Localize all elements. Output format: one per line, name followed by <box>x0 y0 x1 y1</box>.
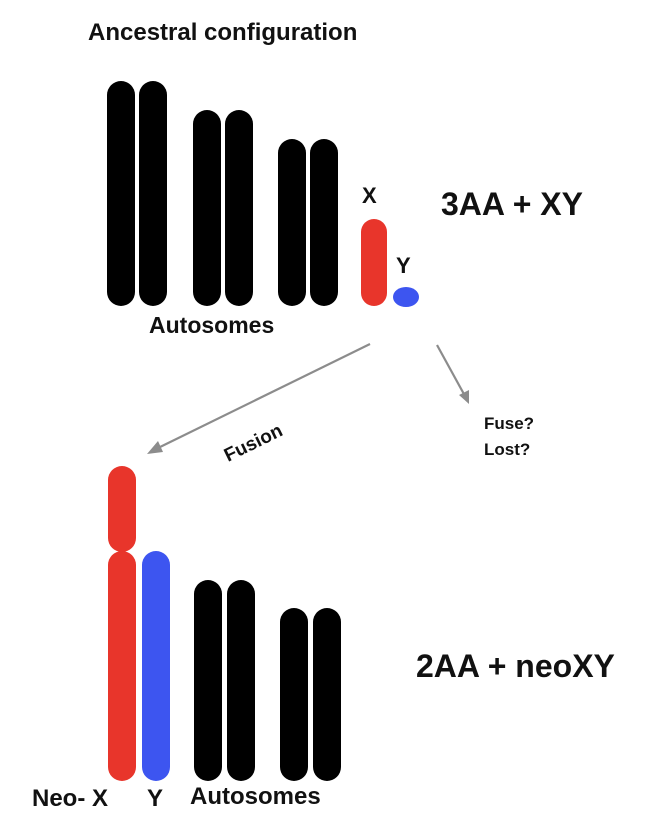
autosome-1b <box>139 81 167 306</box>
x-label: X <box>362 183 377 208</box>
autosome-1a <box>107 81 135 306</box>
derived-autosome-1a <box>194 580 222 781</box>
fate-arrow <box>436 344 469 404</box>
neo-x-short-arm <box>108 466 136 552</box>
lost-question: Lost? <box>484 440 530 459</box>
derived-formula: 2AA + neoXY <box>416 648 615 684</box>
fusion-label: Fusion <box>221 420 286 466</box>
autosome-2a <box>193 110 221 306</box>
ancestral-autosomes <box>107 81 338 306</box>
autosome-2b <box>225 110 253 306</box>
derived-autosomes-label: Autosomes <box>190 783 321 810</box>
ancestral-y-chromosome <box>393 287 419 307</box>
y-label: Y <box>396 253 411 278</box>
neo-y-label: Y <box>147 785 163 812</box>
derived-autosome-2a <box>280 608 308 781</box>
derived-autosome-2b <box>313 608 341 781</box>
ancestral-autosomes-label: Autosomes <box>149 312 274 338</box>
fusion-arrow <box>147 343 371 454</box>
ancestral-formula: 3AA + XY <box>441 186 583 222</box>
derived-autosomes <box>194 580 341 781</box>
autosome-3b <box>310 139 338 306</box>
diagram-title: Ancestral configuration <box>88 19 357 46</box>
autosome-3a <box>278 139 306 306</box>
neo-x-chromosome <box>108 466 136 781</box>
derived-autosome-1b <box>227 580 255 781</box>
neo-x-long-arm <box>108 551 136 781</box>
neo-y-chromosome <box>142 551 170 781</box>
neo-x-label: Neo- X <box>32 785 108 812</box>
ancestral-x-chromosome <box>361 219 387 306</box>
fuse-question: Fuse? <box>484 414 534 433</box>
